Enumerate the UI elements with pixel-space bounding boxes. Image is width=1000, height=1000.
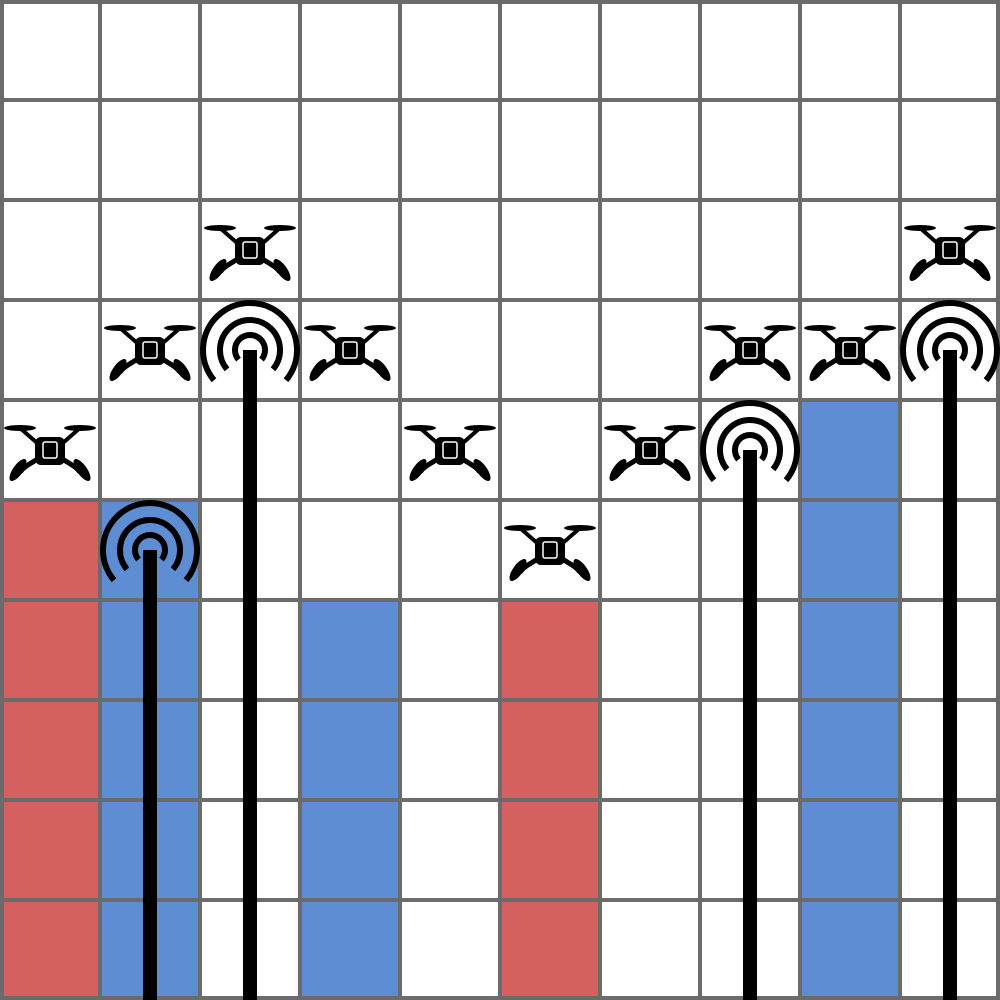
signal-wave [932, 331, 968, 362]
signal-wave [717, 417, 783, 472]
signal-tower-icon [100, 499, 200, 1000]
signal-tower-icon [200, 299, 300, 1000]
signal-tower-icon [700, 399, 800, 1000]
signal-wave [232, 331, 268, 362]
tower-mast [943, 350, 957, 1000]
signal-wave [217, 317, 283, 372]
red-building [0, 500, 100, 1000]
signal-wave [700, 399, 800, 483]
signal-wave [917, 317, 983, 372]
signal-tower-icon [900, 299, 1000, 1000]
signal-wave [200, 299, 300, 383]
signal-wave [100, 499, 200, 583]
signal-wave [117, 517, 183, 572]
signal-wave [132, 531, 168, 562]
tower-mast [243, 350, 257, 1000]
tower-mast [143, 550, 157, 1000]
signal-wave [900, 299, 1000, 383]
tower-mast [743, 450, 757, 1000]
signal-wave [732, 431, 768, 462]
